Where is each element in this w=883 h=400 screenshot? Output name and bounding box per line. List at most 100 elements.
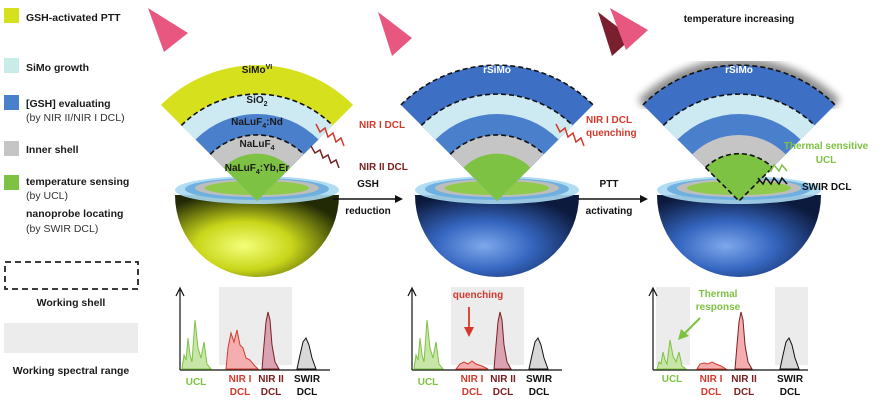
panel1-nir2-label-b: DCL	[261, 387, 282, 398]
stage2-nanoprobe: rSiMo NIR I DCL quenching	[378, 12, 637, 277]
panel1-nir1-peak	[225, 329, 260, 370]
panel1-nir2-label-a: NIR II	[258, 374, 284, 385]
panel1-swir-label-b: DCL	[297, 387, 318, 398]
legend-label-locate: nanoprobe locating	[26, 208, 123, 220]
arrow2-top-label: PTT	[600, 179, 619, 190]
stage3-nanoprobe: temperature increasing rSiMo Thermal sen…	[598, 8, 869, 277]
legend-swatch-ptt	[4, 8, 19, 23]
stage3-title: temperature increasing	[684, 14, 795, 25]
legend-swatch-simo	[4, 58, 19, 73]
arrow1-head	[395, 195, 403, 203]
stage2-working-shell-mid	[420, 93, 574, 126]
stage3-swir-wave	[757, 176, 788, 186]
panel3-swir-label-b: DCL	[780, 387, 801, 398]
panel2-swir-label-b: DCL	[529, 387, 550, 398]
panel3-note-line2: response	[696, 302, 741, 313]
stage3-ucl-wave	[757, 163, 788, 173]
stage1-working-shell-inner	[209, 134, 305, 155]
panel3-nir2-label-b: DCL	[734, 387, 755, 398]
panel1-nir1-label-a: NIR I	[229, 374, 252, 385]
stage3-working-shell-mid	[662, 93, 816, 126]
stage3-swir-label: SWIR DCL	[802, 182, 851, 193]
stage1-working-shell-outer	[180, 93, 334, 126]
panel3-note-line1: Thermal	[699, 289, 738, 300]
stage1-nir2-label: NIR II DCL	[359, 162, 408, 173]
arrow1-top-label: GSH	[357, 179, 379, 190]
stage1-nir1-wave	[315, 123, 345, 147]
panel2-nir1-label-b: DCL	[462, 387, 483, 398]
legend-working-range-box	[4, 323, 138, 353]
stage1-label-core: NaLuF4:Yb,Er	[225, 163, 290, 176]
stage1-label-inner: NaLuF4	[239, 139, 274, 152]
panel3-ucl-label: UCL	[662, 374, 683, 385]
stage3-label-rsimo: rSiMo	[725, 65, 753, 76]
legend-label-simo: SiMo growth	[26, 62, 89, 74]
panel3-nir2-label-a: NIR II	[731, 374, 757, 385]
stage1-nanoprobe: SiMoVI SiO2 NaLuF4:Nd NaLuF4 NaLuF4:Yb,E…	[148, 8, 408, 277]
panel2-nir1-label-a: NIR I	[461, 374, 484, 385]
panel3-swir-peak	[779, 337, 800, 370]
legend-working-shell-label: Working shell	[37, 297, 106, 309]
stage1-layer-core	[223, 153, 291, 201]
legend-sub-gsh: (by NIR II/NIR I DCL)	[26, 112, 125, 124]
stage2-label-rsimo: rSiMo	[483, 65, 511, 76]
stage3-working-shell-core	[705, 152, 773, 203]
stage3-sphere-lower	[657, 195, 821, 277]
panel3-swir-label-a: SWIR	[777, 374, 804, 385]
panel1-swir-peak	[296, 337, 317, 370]
legend-label-inner: Inner shell	[26, 144, 79, 156]
arrow2-bottom-label: activating	[586, 206, 633, 217]
panel2-quench-arrowhead	[464, 327, 474, 337]
legend-swatch-gsh	[4, 95, 19, 110]
stage3-laser-beam	[610, 8, 648, 50]
stage1-nir2-wave	[310, 145, 340, 169]
stage1-sphere-lower	[175, 195, 339, 277]
stage2-sphere-lower	[415, 195, 579, 277]
panel2-ucl-peak	[413, 319, 445, 370]
panel1-nir2-peak	[261, 311, 280, 370]
stage1-laser-beam	[148, 8, 188, 52]
stage2-laser-beam	[378, 12, 412, 56]
panel2-ucl-label: UCL	[418, 377, 439, 388]
stage1-label-sio2: SiO2	[246, 95, 267, 108]
panel3-nir1-label-b: DCL	[701, 387, 722, 398]
legend-sub-temp: (by UCL)	[26, 190, 68, 202]
stage2-working-shell-inner	[449, 134, 545, 155]
panel1-nir1-label-b: DCL	[230, 387, 251, 398]
legend-label-temp: temperature sensing	[26, 176, 129, 188]
panel3-nir1-label-a: NIR I	[700, 374, 723, 385]
legend-swatch-temp	[4, 175, 19, 190]
arrow2-head	[640, 195, 648, 203]
legend-label-ptt: GSH-activated PTT	[26, 12, 121, 24]
stage3-layer-core	[705, 153, 773, 201]
panel3-thermal-arrow	[682, 317, 701, 336]
stage3-ucl-label-2: UCL	[816, 155, 837, 166]
panel1-ucl-peak	[181, 319, 213, 370]
stage3-laser-beam-dark	[598, 12, 632, 56]
panel3-ucl-peak	[656, 339, 688, 370]
panel1-swir-label-a: SWIR	[294, 374, 321, 385]
stage2-quench-label: quenching	[586, 128, 637, 139]
stage3-working-shell-outer	[642, 64, 836, 106]
panel3-nir2-peak	[734, 311, 753, 370]
stage1-label-simo: SiMoVI	[242, 64, 273, 76]
stage2-working-shell-outer	[400, 64, 594, 106]
panel3-thermal-arrowhead	[678, 329, 689, 340]
panel2-nir2-peak	[493, 311, 512, 370]
panel2-working-range	[451, 287, 524, 365]
legend-sub-locate: (by SWIR DCL)	[26, 223, 98, 235]
legend-label-gsh: [GSH] evaluating	[26, 98, 111, 110]
panel2-swir-peak	[528, 337, 549, 370]
legend-working-shell-box	[4, 261, 139, 290]
panel1-ucl-label: UCL	[186, 377, 207, 388]
arrow-ptt-activating: PTT activating	[578, 179, 648, 217]
stage2-nir1-label: NIR I DCL	[586, 115, 632, 126]
spectrum-panel-3: Thermal response UCL NIR I DCL NIR II DC…	[648, 286, 808, 398]
stage3-ucl-label-1: Thermal sensitive	[784, 141, 869, 152]
spectrum-panel-2: quenching UCL NIR I DCL NIR II DCL SWIR …	[407, 286, 562, 398]
stage2-nir1-wave	[555, 123, 585, 147]
panel2-nir2-label-b: DCL	[493, 387, 514, 398]
panel2-quenching-note: quenching	[453, 290, 504, 301]
panel2-nir1-peak	[454, 360, 489, 370]
